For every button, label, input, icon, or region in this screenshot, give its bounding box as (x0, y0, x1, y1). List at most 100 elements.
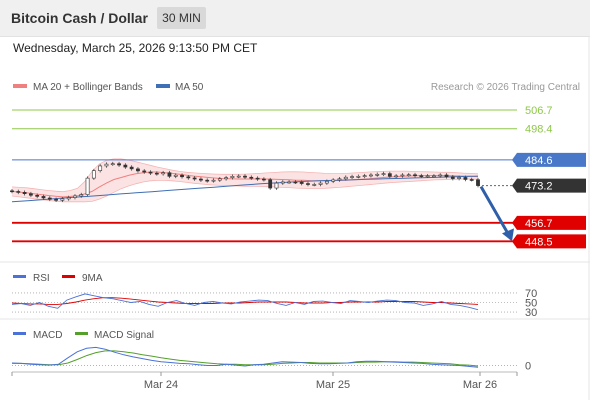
candle-body (85, 177, 90, 195)
candle-body (136, 168, 140, 172)
level-label-resistance-0: 506.7 (525, 105, 553, 117)
rsi-line (11, 293, 479, 311)
rsi-legend-swatch (13, 275, 26, 278)
macd-legend-swatch (13, 332, 26, 335)
candle-body (261, 178, 266, 181)
candle-body (217, 178, 222, 181)
header-bar: Bitcoin Cash / Dollar 30 MIN (0, 0, 590, 37)
x-tick-label: Mar 24 (144, 379, 178, 391)
rsi-ma-line (11, 297, 479, 305)
candle-body (142, 170, 147, 173)
candle-body (293, 181, 298, 184)
macd-signal-line (12, 350, 479, 367)
candle-body (375, 173, 380, 176)
candle-body (16, 191, 21, 193)
candle-body (425, 175, 430, 178)
candle-body (224, 177, 229, 180)
candle-body (243, 175, 247, 178)
macd-level-label: 0 (525, 361, 531, 373)
candle-body (236, 175, 241, 178)
instrument-title: Bitcoin Cash / Dollar (11, 10, 148, 26)
candle-body (148, 171, 153, 174)
candle-body (211, 179, 216, 182)
candle-body (104, 163, 109, 167)
candle-body (337, 178, 342, 181)
candle-body (249, 176, 254, 179)
macd-legend: MACD MACD Signal (13, 330, 154, 341)
projection-arrow-shaft (479, 185, 511, 237)
candle-body (180, 174, 184, 178)
rsi-level-label: 50 (525, 298, 537, 310)
candle-body (444, 174, 449, 178)
level-label-resistance-1: 498.4 (525, 124, 553, 136)
candle-body (406, 174, 411, 177)
candle-body (35, 194, 40, 197)
rsi-legend: RSI 9MA (13, 273, 103, 284)
timeframe-button[interactable]: 30 MIN (157, 7, 206, 29)
candle-body (381, 173, 386, 175)
x-tick-label: Mar 25 (316, 379, 350, 391)
macd-signal-legend-label: MACD Signal (94, 330, 154, 341)
candle-body (98, 165, 103, 171)
candle-body (192, 177, 197, 180)
rsi-ma-legend-swatch (62, 275, 75, 278)
candle-body (318, 182, 323, 185)
candle-body (268, 179, 273, 189)
candle-body (129, 166, 134, 170)
candle-body (167, 172, 172, 177)
level-label-pivot-2: 484.6 (525, 155, 553, 167)
rsi-legend-label: RSI (33, 273, 50, 284)
chart-datetime: Wednesday, March 25, 2026 9:13:50 PM CET (13, 41, 258, 55)
candle-body (186, 176, 191, 179)
candle-body (400, 174, 405, 177)
ma50-legend-swatch (156, 84, 170, 88)
candle-body (312, 184, 317, 186)
level-label-support-3: 456.7 (525, 218, 553, 230)
bollinger-upper-line (11, 158, 479, 193)
candle-body (10, 190, 14, 193)
level-tag-support-3 (512, 215, 586, 230)
candle-body (280, 181, 285, 184)
watermark-text: Research © 2026 Trading Central (431, 82, 580, 93)
ma50-legend-label: MA 50 (175, 82, 204, 93)
candle-body (60, 198, 65, 201)
level-tag-support-4 (512, 234, 586, 249)
candle-body (343, 176, 348, 180)
candle-body (324, 180, 329, 184)
candle-body (79, 194, 84, 197)
candle-body (117, 163, 121, 166)
main-legend: MA 20 + Bollinger Bands MA 50 (13, 82, 204, 93)
candle-body (54, 199, 58, 201)
candle-body (41, 196, 46, 199)
candle-body (413, 174, 417, 177)
last-price-label: 473.2 (525, 181, 553, 193)
candle-body (476, 179, 480, 186)
ma20-legend-label: MA 20 + Bollinger Bands (33, 82, 143, 93)
candle-body (432, 175, 436, 178)
candle-body (450, 176, 455, 179)
bollinger-lower-line (11, 178, 479, 203)
candle-body (274, 182, 279, 189)
candle-body (47, 197, 52, 200)
candle-body (438, 174, 443, 177)
candle-body (110, 163, 115, 165)
candle-body (230, 176, 235, 178)
rsi-ma-legend-label: 9MA (82, 273, 103, 284)
last-price-tag (512, 178, 586, 193)
candle-body (350, 176, 354, 178)
level-tag-pivot-2 (512, 152, 586, 167)
candle-body (457, 177, 462, 179)
candle-body (419, 175, 424, 177)
level-label-support-4: 448.5 (525, 236, 553, 248)
candle-body (356, 176, 361, 178)
candle-body (463, 177, 468, 180)
x-tick-label: Mar 26 (463, 379, 497, 391)
candle-body (205, 179, 210, 182)
candle-body (306, 183, 310, 185)
macd-signal-legend-swatch (75, 332, 88, 335)
candle-body (22, 192, 27, 195)
rsi-level-label: 70 (525, 288, 537, 300)
ma50-line (11, 175, 479, 203)
candle-body (91, 170, 96, 179)
